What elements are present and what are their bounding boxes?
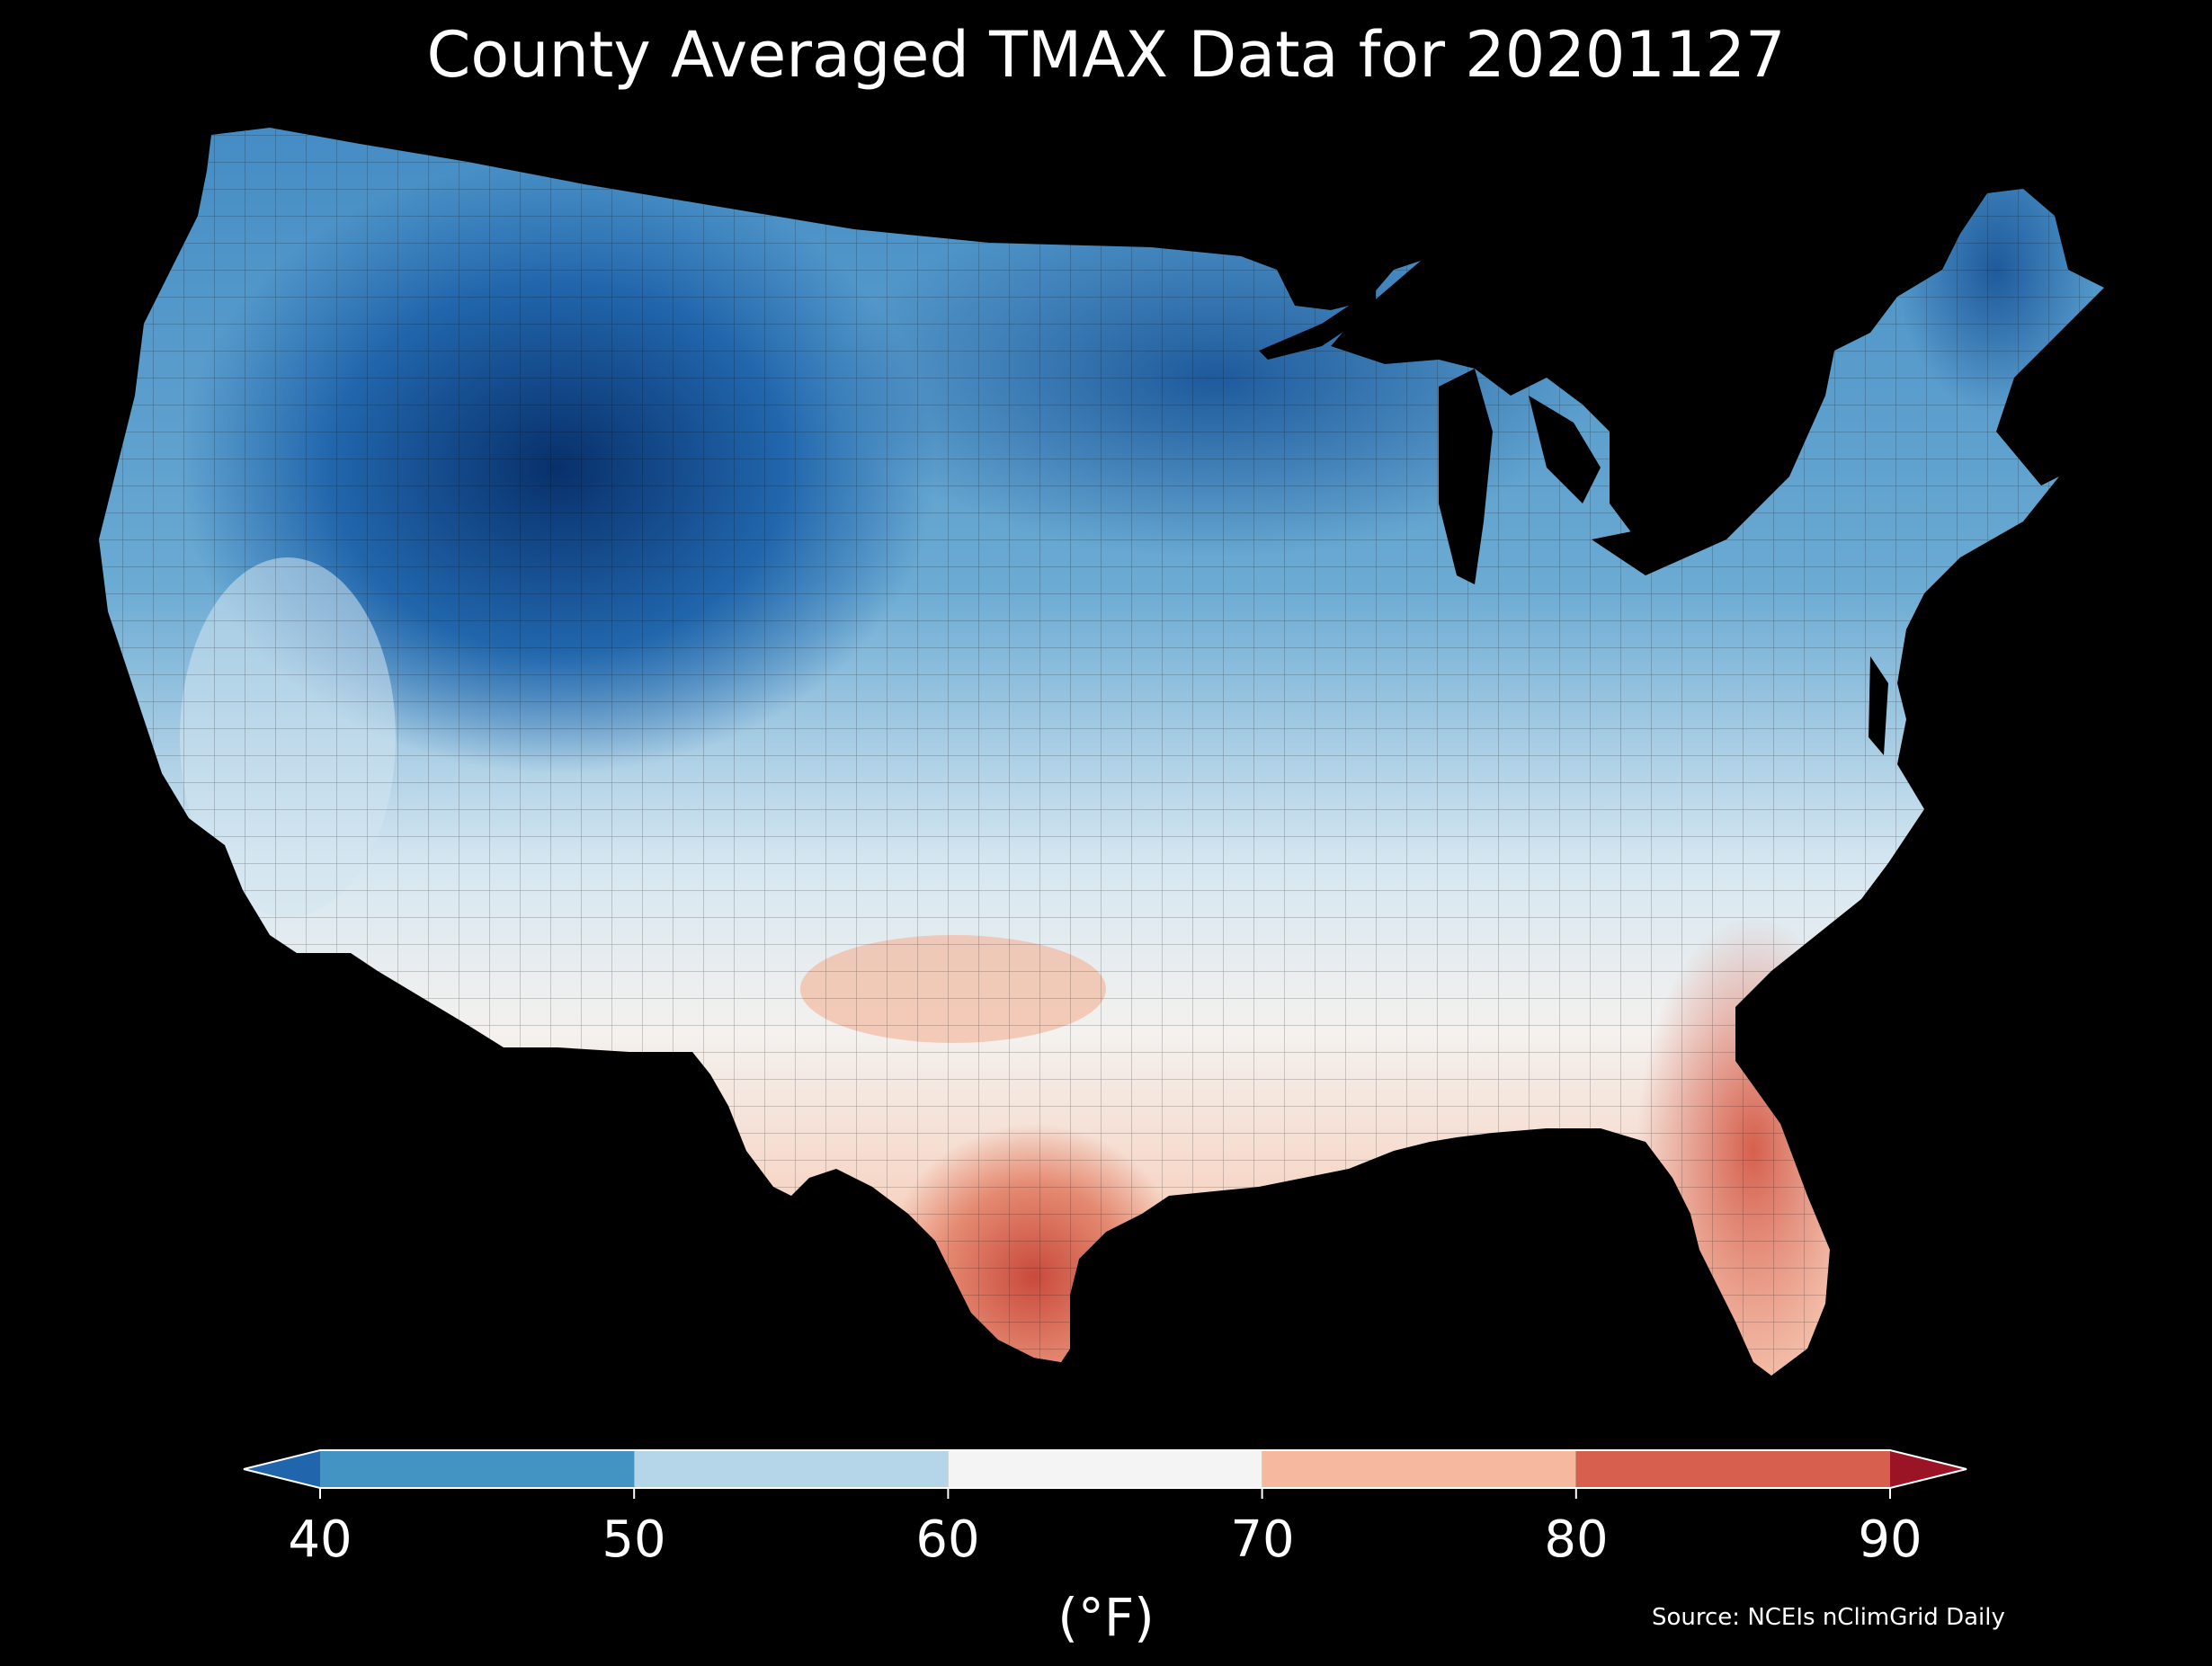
colorbar-tick-60: 60 [915,1510,980,1569]
chesapeake-bay [1869,656,1888,755]
colorbar-bin-1 [320,1450,635,1488]
colorbar-bin-3 [948,1450,1262,1488]
colorbar-tick-40: 40 [288,1510,352,1569]
colorbar-bin-0 [244,1450,320,1488]
colorbar-tick-50: 50 [602,1510,666,1569]
colorbar-tick-90: 90 [1858,1510,1922,1569]
colorbar-bin-5 [1575,1450,1890,1488]
colorbar-unit-label: (°F) [1057,1587,1155,1648]
colorbar-tick-80: 80 [1544,1510,1609,1569]
colorbar-bin-4 [1262,1450,1576,1488]
great-lakes [1259,288,1753,584]
source-credit: Source: NCEIs nClimGrid Daily [1652,1604,2005,1631]
map-title: County Averaged TMAX Data for 20201127 [426,18,1786,92]
colorbar-tick-70: 70 [1230,1510,1295,1569]
colorbar-bin-2 [634,1450,949,1488]
colorbar-bin-6 [1890,1450,1967,1488]
